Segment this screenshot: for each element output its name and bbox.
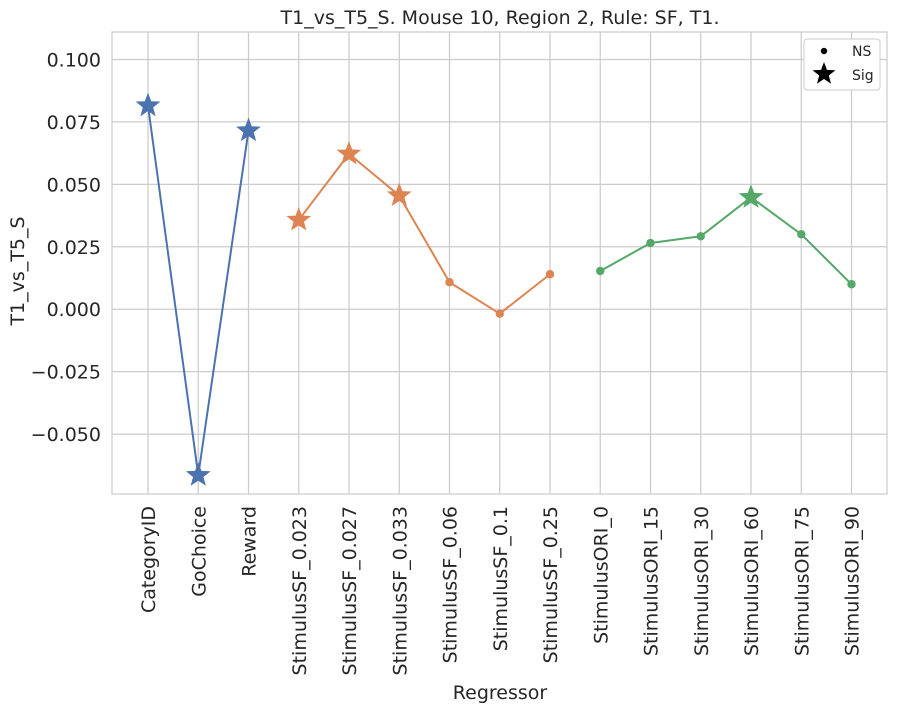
x-tick-label: StimulusSF_0.023 xyxy=(289,506,311,675)
x-tick-label: GoChoice xyxy=(188,506,210,597)
x-tick-label: StimulusSF_0.25 xyxy=(540,506,562,663)
chart-title: T1_vs_T5_S. Mouse 10, Region 2, Rule: SF… xyxy=(280,7,720,29)
y-axis-label: T1_vs_T5_S xyxy=(7,216,29,326)
x-tick-label: StimulusORI_60 xyxy=(741,506,763,656)
grid xyxy=(112,32,887,494)
legend-sig-marker xyxy=(812,62,836,84)
y-tick-label: −0.025 xyxy=(31,362,101,384)
y-tick-label: 0.025 xyxy=(47,237,101,259)
sig-star-point xyxy=(185,462,211,486)
x-tick-label: StimulusSF_0.027 xyxy=(339,506,361,675)
ns-point xyxy=(545,270,555,279)
y-tick-label: −0.050 xyxy=(31,424,101,446)
legend: NS Sig xyxy=(803,38,881,91)
x-tick-label: CategoryID xyxy=(138,506,160,613)
x-axis-label: Regressor xyxy=(453,682,548,704)
plot-frame xyxy=(111,31,888,495)
series-line xyxy=(297,152,551,315)
x-tick-label: StimulusORI_90 xyxy=(842,506,864,656)
ns-point xyxy=(847,280,856,289)
x-tick-label: StimulusSF_0.1 xyxy=(490,506,512,651)
y-tick-label: 0.075 xyxy=(47,112,101,134)
x-tick-label: StimulusORI_75 xyxy=(791,506,813,656)
sig-star-point xyxy=(336,140,362,165)
ns-point xyxy=(646,238,655,248)
legend-sig-label: Sig xyxy=(852,68,874,84)
x-tick-label: StimulusSF_0.033 xyxy=(389,506,411,675)
ns-point xyxy=(797,230,806,239)
ns-point xyxy=(495,309,504,318)
sig-star-point xyxy=(135,92,161,117)
ns-point xyxy=(445,278,454,287)
y-tick-label: 0.100 xyxy=(47,49,101,71)
x-tick-label: StimulusORI_30 xyxy=(691,506,713,656)
series-layer xyxy=(135,92,856,486)
legend-ns-label: NS xyxy=(852,44,871,60)
ns-point xyxy=(696,232,705,241)
legend-ns-marker xyxy=(820,47,828,55)
series-line xyxy=(599,196,853,285)
y-tick-label: 0.000 xyxy=(47,299,101,321)
x-tick-label: Reward xyxy=(239,506,261,577)
sig-star-point xyxy=(386,182,412,207)
x-tick-label: StimulusSF_0.06 xyxy=(440,506,462,663)
sig-star-point xyxy=(286,207,312,231)
x-tick-label: StimulusORI_15 xyxy=(641,506,663,656)
ns-point xyxy=(596,266,605,276)
y-tick-label: 0.050 xyxy=(47,174,101,196)
x-tick-label: StimulusORI_0 xyxy=(590,506,612,644)
sig-star-point xyxy=(236,117,261,142)
sig-star-point xyxy=(738,184,764,208)
tick-labels: CategoryID GoChoice Reward StimulusSF_0.023… xyxy=(31,49,864,675)
